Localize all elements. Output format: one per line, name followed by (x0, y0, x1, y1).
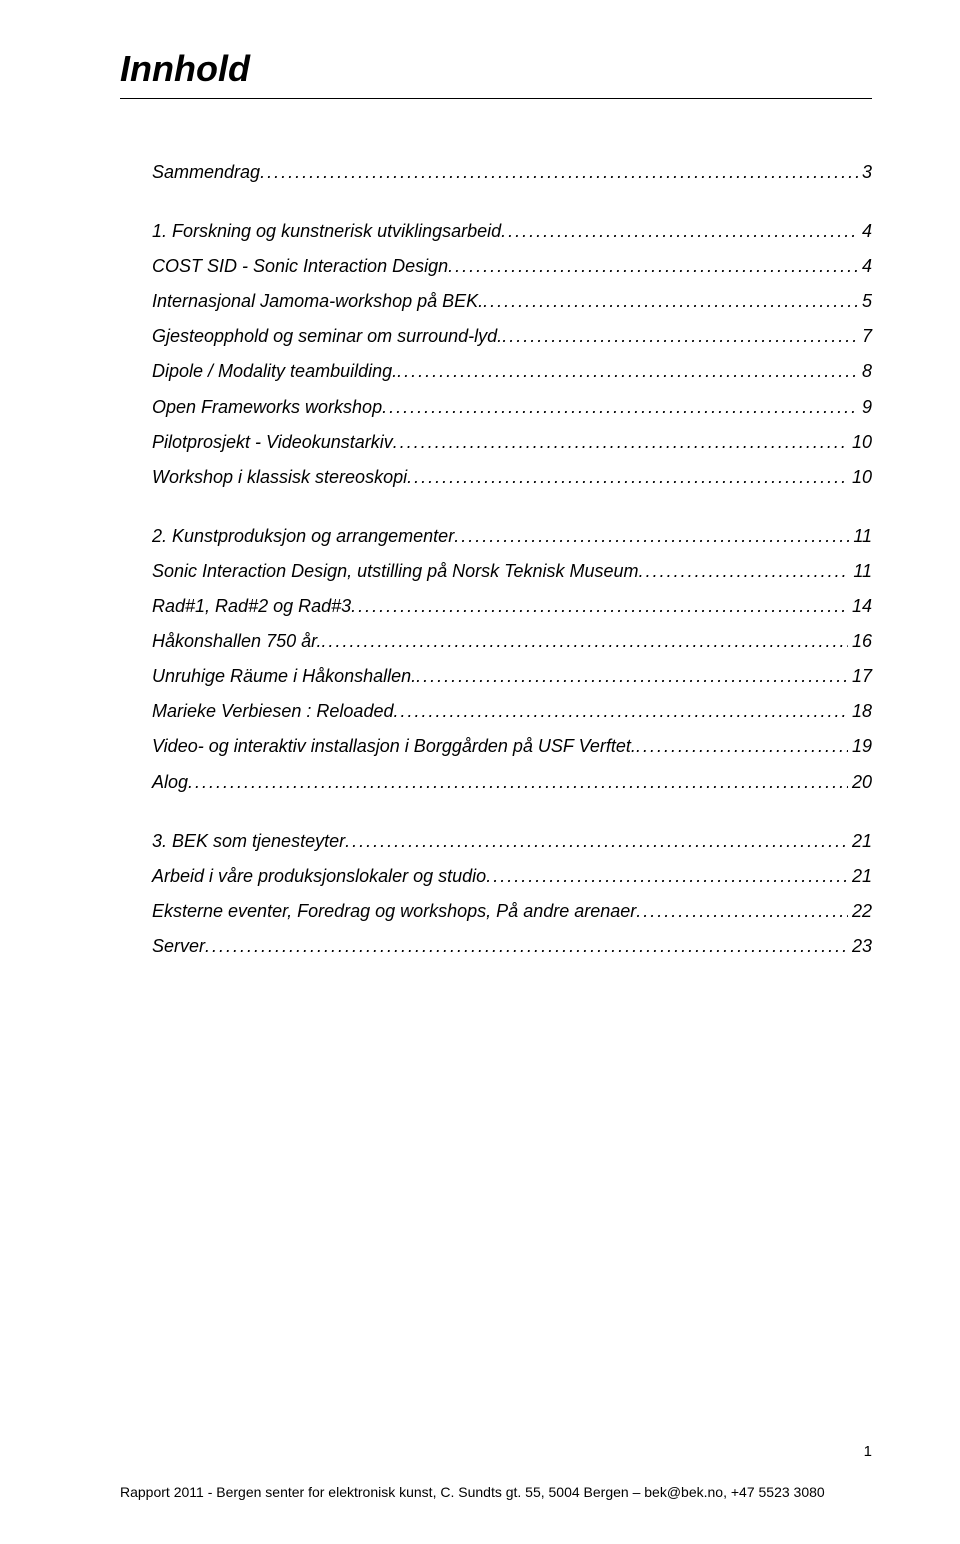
toc-dots (636, 729, 848, 764)
toc-dots (205, 929, 848, 964)
toc-dots (501, 214, 858, 249)
toc-entry: Pilotprosjekt - Videokunstarkiv 10 (120, 425, 872, 460)
toc-label: Eksterne eventer, Foredrag og workshops,… (152, 894, 636, 929)
toc-page: 17 (848, 659, 872, 694)
toc-dots (486, 859, 848, 894)
toc-page: 18 (848, 694, 872, 729)
toc-label: 3. BEK som tjenesteyter (152, 824, 345, 859)
toc-label: 1. Forskning og kunstnerisk utviklingsar… (152, 214, 501, 249)
toc-dots (639, 554, 850, 589)
toc-entry: Workshop i klassisk stereoskopi 10 (120, 460, 872, 495)
toc-label: Dipole / Modality teambuilding. (152, 354, 397, 389)
toc-entry: Rad#1, Rad#2 og Rad#3 14 (120, 589, 872, 624)
page-number: 1 (120, 1443, 872, 1460)
toc-entry: Arbeid i våre produksjonslokaler og stud… (120, 859, 872, 894)
toc-page: 16 (848, 624, 872, 659)
toc-dots (397, 354, 858, 389)
toc-label: Gjesteopphold og seminar om surround-lyd… (152, 319, 502, 354)
toc-dots (448, 249, 858, 284)
toc-dots (260, 155, 858, 190)
toc-label: Arbeid i våre produksjonslokaler og stud… (152, 859, 486, 894)
toc-dots (351, 589, 848, 624)
toc-dots (393, 425, 848, 460)
toc-entry: Open Frameworks workshop 9 (120, 390, 872, 425)
toc-page: 19 (848, 729, 872, 764)
toc-label: Open Frameworks workshop (152, 390, 382, 425)
toc-page: 22 (848, 894, 872, 929)
toc-page: 4 (858, 249, 872, 284)
title-underline (120, 98, 872, 99)
toc-dots (382, 390, 858, 425)
toc-page: 23 (848, 929, 872, 964)
toc-entry: Server 23 (120, 929, 872, 964)
toc-entry: 2. Kunstproduksjon og arrangementer 11 (120, 519, 872, 554)
toc-label: Alog (152, 765, 188, 800)
toc-label: Sammendrag (152, 155, 260, 190)
toc-dots (393, 694, 847, 729)
toc-label: Sonic Interaction Design, utstilling på … (152, 554, 639, 589)
toc-entry: Alog 20 (120, 765, 872, 800)
toc-dots (416, 659, 848, 694)
toc-label: Rad#1, Rad#2 og Rad#3 (152, 589, 351, 624)
toc-page: 10 (848, 425, 872, 460)
toc-entry: Dipole / Modality teambuilding. 8 (120, 354, 872, 389)
toc-page: 8 (858, 354, 872, 389)
toc-entry: Sammendrag 3 (120, 155, 872, 190)
toc-page: 11 (849, 519, 872, 554)
toc-label: Workshop i klassisk stereoskopi (152, 460, 407, 495)
toc-page: 21 (848, 859, 872, 894)
toc-entry: Internasjonal Jamoma-workshop på BEK. 5 (120, 284, 872, 319)
toc-dots (636, 894, 848, 929)
toc-dots (188, 765, 848, 800)
footer-text: Rapport 2011 - Bergen senter for elektro… (120, 1484, 872, 1500)
toc-page: 10 (848, 460, 872, 495)
toc-entry: Sonic Interaction Design, utstilling på … (120, 554, 872, 589)
toc-label: Marieke Verbiesen : Reloaded (152, 694, 393, 729)
toc-page: 3 (858, 155, 872, 190)
toc-dots (321, 624, 848, 659)
toc-label: Video- og interaktiv installasjon i Borg… (152, 729, 636, 764)
toc-label: COST SID - Sonic Interaction Design (152, 249, 448, 284)
toc-label: Internasjonal Jamoma-workshop på BEK. (152, 284, 483, 319)
page-title: Innhold (120, 48, 872, 90)
toc-label: Pilotprosjekt - Videokunstarkiv (152, 425, 393, 460)
toc-page: 4 (858, 214, 872, 249)
toc-entry: Video- og interaktiv installasjon i Borg… (120, 729, 872, 764)
page-footer: 1 Rapport 2011 - Bergen senter for elekt… (120, 1443, 872, 1500)
toc-entry: 3. BEK som tjenesteyter 21 (120, 824, 872, 859)
toc-label: 2. Kunstproduksjon og arrangementer (152, 519, 454, 554)
toc-dots (483, 284, 858, 319)
toc-entry: COST SID - Sonic Interaction Design 4 (120, 249, 872, 284)
toc-dots (407, 460, 848, 495)
toc-entry: Unruhige Räume i Håkonshallen. 17 (120, 659, 872, 694)
toc-label: Unruhige Räume i Håkonshallen. (152, 659, 416, 694)
toc-dots (345, 824, 848, 859)
toc-label: Server (152, 929, 205, 964)
toc-entry: Håkonshallen 750 år. 16 (120, 624, 872, 659)
toc-page: 14 (848, 589, 872, 624)
toc-entry: Marieke Verbiesen : Reloaded 18 (120, 694, 872, 729)
toc-page: 5 (858, 284, 872, 319)
toc-dots (454, 519, 849, 554)
toc-label: Håkonshallen 750 år. (152, 624, 321, 659)
toc-page: 20 (848, 765, 872, 800)
toc-entry: Eksterne eventer, Foredrag og workshops,… (120, 894, 872, 929)
toc-page: 7 (858, 319, 872, 354)
toc-page: 11 (849, 554, 872, 589)
toc-page: 21 (848, 824, 872, 859)
toc-entry: Gjesteopphold og seminar om surround-lyd… (120, 319, 872, 354)
toc-entry: 1. Forskning og kunstnerisk utviklingsar… (120, 214, 872, 249)
toc-page: 9 (858, 390, 872, 425)
toc-dots (502, 319, 858, 354)
